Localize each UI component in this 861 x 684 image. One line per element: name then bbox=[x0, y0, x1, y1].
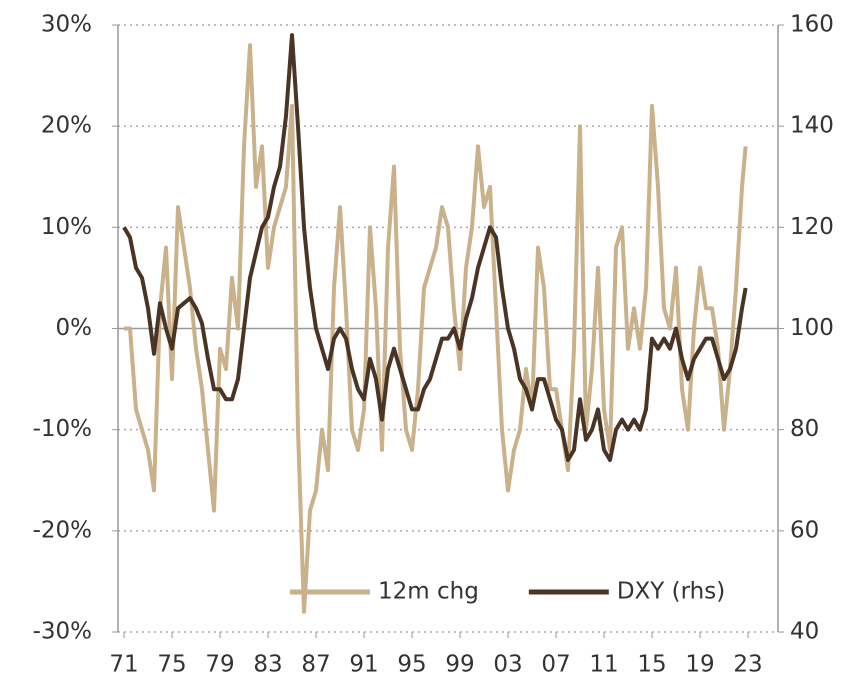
x-tick-label: 83 bbox=[253, 652, 282, 678]
y-tick-label: 30% bbox=[41, 12, 92, 38]
x-tick-label: 99 bbox=[445, 652, 474, 678]
x-tick-label: 75 bbox=[157, 652, 186, 678]
series-line bbox=[124, 43, 748, 614]
x-tick-label: 71 bbox=[109, 652, 138, 678]
y-tick-label: 10% bbox=[41, 214, 92, 240]
x-tick-label: 03 bbox=[493, 652, 522, 678]
y2-tick-label: 40 bbox=[790, 619, 819, 645]
y2-tick-label: 80 bbox=[790, 416, 819, 442]
legend-label: 12m chg bbox=[378, 579, 479, 605]
y2-tick-label: 120 bbox=[790, 214, 834, 240]
x-tick-label: 19 bbox=[685, 652, 714, 678]
x-tick-label: 11 bbox=[589, 652, 618, 678]
y-tick-label: 20% bbox=[41, 113, 92, 139]
y-tick-label: -30% bbox=[33, 619, 92, 645]
y2-tick-label: 60 bbox=[790, 517, 819, 543]
series-line bbox=[122, 33, 748, 462]
legend-label: DXY (rhs) bbox=[617, 579, 725, 605]
y2-tick-label: 160 bbox=[790, 12, 834, 38]
x-tick-label: 15 bbox=[637, 652, 666, 678]
y2-tick-label: 100 bbox=[790, 315, 834, 341]
x-tick-label: 79 bbox=[205, 652, 234, 678]
x-tick-label: 23 bbox=[733, 652, 762, 678]
y2-tick-label: 140 bbox=[790, 113, 834, 139]
x-tick-label: 07 bbox=[541, 652, 570, 678]
x-tick-label: 95 bbox=[397, 652, 426, 678]
x-tick-label: 87 bbox=[301, 652, 330, 678]
y-tick-label: -10% bbox=[33, 416, 92, 442]
y-tick-label: 0% bbox=[56, 315, 93, 341]
y-tick-label: -20% bbox=[33, 517, 92, 543]
x-tick-label: 91 bbox=[349, 652, 378, 678]
